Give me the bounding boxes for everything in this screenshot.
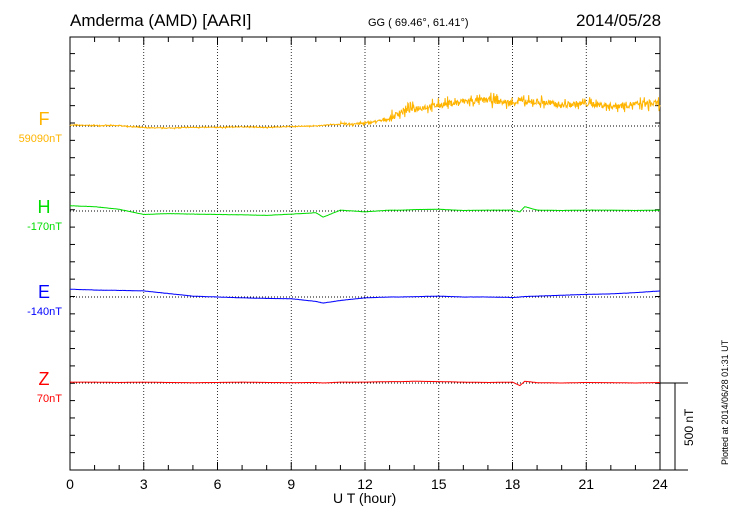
x-tick-label: 12	[357, 476, 373, 492]
component-label-Z: Z	[39, 369, 50, 389]
x-tick-label: 6	[214, 476, 222, 492]
baseline-value-Z: 70nT	[37, 393, 62, 405]
trace-F	[69, 92, 661, 130]
x-tick-label: 21	[578, 476, 594, 492]
baseline-value-E: -140nT	[27, 306, 62, 318]
x-tick-label: 3	[140, 476, 148, 492]
component-label-E: E	[38, 282, 50, 302]
x-tick-label: 18	[505, 476, 521, 492]
component-label-F: F	[39, 109, 50, 129]
trace-Z	[70, 380, 660, 387]
station-coords: GG ( 69.46°, 61.41°)	[368, 17, 469, 29]
component-label-H: H	[38, 197, 51, 217]
chart-date: 2014/05/28	[576, 11, 662, 30]
x-tick-label: 0	[66, 476, 74, 492]
x-axis-label: U T (hour)	[333, 490, 397, 506]
x-tick-label: 15	[431, 476, 447, 492]
x-tick-label: 24	[652, 476, 668, 492]
chart-title: Amderma (AMD) [AARI]	[70, 11, 252, 30]
trace-E	[69, 288, 661, 304]
baseline-value-H: -170nT	[27, 221, 62, 233]
baseline-value-F: 59090nT	[19, 133, 63, 145]
x-tick-label: 9	[287, 476, 295, 492]
trace-H	[69, 205, 661, 218]
